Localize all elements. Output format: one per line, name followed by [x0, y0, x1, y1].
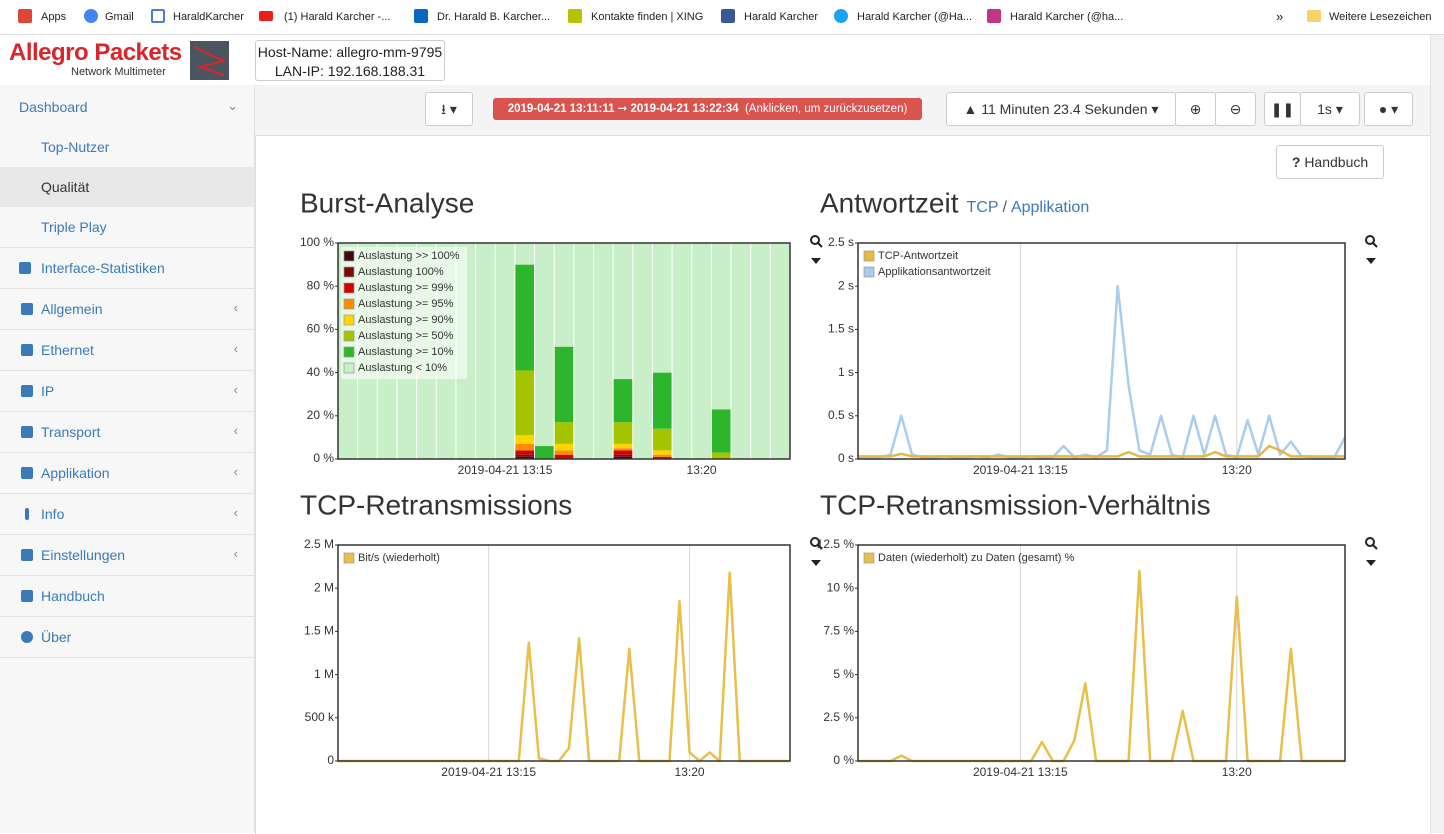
logo-mark	[193, 46, 227, 76]
product: Network Multimeter	[71, 66, 166, 78]
nav-label: Interface-Statistiken	[41, 260, 165, 276]
icon	[259, 11, 273, 21]
icon	[21, 344, 33, 356]
nav-item[interactable]: Allgemein ‹	[0, 289, 254, 330]
host-info: Host-Name: allegro-mm-9795 LAN-IP: 192.1…	[255, 40, 445, 81]
icon	[19, 262, 31, 274]
zoom-in-button[interactable]: ⊕	[1175, 92, 1216, 126]
more-bookmarks[interactable]: »	[1276, 9, 1284, 24]
nav-item[interactable]: Dashboard ⌄	[0, 87, 254, 127]
logo	[190, 41, 229, 80]
user-menu[interactable]: ● ▾	[1364, 92, 1413, 126]
download-button[interactable]: ⭳ ▾	[425, 92, 473, 126]
icon	[21, 549, 33, 561]
bookmark-folder[interactable]: Weitere Lesezeichen	[1329, 11, 1432, 23]
chevron: ⌄	[227, 98, 238, 113]
icon	[21, 426, 33, 438]
chevron: ‹	[233, 300, 238, 315]
icon	[21, 631, 33, 643]
icon	[414, 9, 428, 23]
pause-button[interactable]: ❚❚	[1264, 92, 1301, 126]
chevron: ‹	[233, 341, 238, 356]
nav-item[interactable]: Ethernet ‹	[0, 330, 254, 371]
interval-dropdown[interactable]: 1s ▾	[1300, 92, 1360, 126]
duration-dropdown[interactable]: ▲ 11 Minuten 23.4 Sekunden ▾	[946, 92, 1176, 126]
content: ? Handbuch	[255, 135, 1431, 834]
nav-label: Qualität	[41, 179, 90, 195]
icon	[1307, 10, 1321, 22]
toolbar: ⭳ ▾ 2019-04-21 13:11:11 ➞ 2019-04-21 13:…	[255, 85, 1430, 135]
bookmark[interactable]: Harald Karcher	[744, 11, 818, 23]
nav-label: IP	[41, 383, 55, 399]
icon	[21, 467, 33, 479]
bookmark[interactable]: Harald Karcher (@ha...	[1010, 11, 1124, 23]
bookmark[interactable]: Gmail	[105, 11, 134, 23]
icon	[21, 590, 33, 602]
bookmark[interactable]: Harald Karcher (@Ha...	[857, 11, 973, 23]
chevron: ‹	[233, 464, 238, 479]
nav-label: Info	[41, 506, 65, 522]
nav-label: Einstellungen	[41, 547, 126, 563]
nav-subitem[interactable]: Top-Nutzer	[0, 127, 254, 167]
nav-label: Applikation	[41, 465, 110, 481]
nav-item[interactable]: Interface-Statistiken	[0, 248, 254, 289]
icon	[721, 9, 735, 23]
icon	[84, 9, 98, 23]
reset-hint: (Anklicken, um zurückzusetzen)	[744, 103, 908, 115]
nav-subitem[interactable]: Triple Play	[0, 207, 254, 248]
nav-item[interactable]: Handbuch	[0, 576, 254, 617]
nav-item[interactable]: Applikation ‹	[0, 453, 254, 494]
scrollbar	[1430, 35, 1444, 833]
icon	[25, 508, 29, 520]
nav-label: Handbuch	[41, 588, 105, 604]
chevron: ‹	[233, 546, 238, 561]
help-label: Handbuch	[1304, 154, 1369, 170]
host-name: Host-Name: allegro-mm-9795	[257, 44, 443, 60]
nav-item[interactable]: Über	[0, 617, 254, 658]
icon	[21, 303, 33, 315]
time-range-value: 2019-04-21 13:11:11 ➞ 2019-04-21 13:22:3…	[507, 103, 739, 115]
icon	[21, 385, 33, 397]
nav-item[interactable]: Einstellungen ‹	[0, 535, 254, 576]
nav-item[interactable]: Info ‹	[0, 494, 254, 535]
icon	[151, 9, 165, 23]
time-range[interactable]: 2019-04-21 13:11:11 ➞ 2019-04-21 13:22:3…	[493, 98, 922, 120]
nav-item[interactable]: Transport ‹	[0, 412, 254, 453]
icon	[568, 9, 582, 23]
nav-label: Dashboard	[19, 99, 88, 115]
chevron: ‹	[233, 423, 238, 438]
sidebar: Dashboard ⌄ Top-Nutzer Qualität Triple Pl…	[0, 85, 255, 833]
help-button[interactable]: ? Handbuch	[1276, 145, 1384, 179]
brand[interactable]: Allegro Packets	[9, 39, 182, 66]
chevron: ‹	[233, 382, 238, 397]
icon	[987, 9, 1001, 23]
duration: 11 Minuten 23.4 Sekunden	[981, 101, 1148, 117]
nav-item[interactable]: IP ‹	[0, 371, 254, 412]
bookmark[interactable]: HaraldKarcher	[173, 11, 244, 23]
nav-subitem-active[interactable]: Qualität	[0, 167, 254, 207]
nav-label: Transport	[41, 424, 101, 440]
bookmark[interactable]: (1) Harald Karcher -...	[284, 11, 391, 23]
chevron: ‹	[233, 505, 238, 520]
nav-label: Top-Nutzer	[41, 139, 110, 155]
bookmark[interactable]: Apps	[41, 11, 67, 23]
nav-label: Allgemein	[41, 301, 103, 317]
nav-label: Über	[41, 629, 72, 645]
interval: 1s	[1317, 101, 1332, 117]
bookmarks-bar: Apps Gmail HaraldKarcher (1) Harald Karc…	[0, 0, 1444, 35]
lan-ip: LAN-IP: 192.168.188.31	[274, 63, 426, 79]
bookmark[interactable]: Kontakte finden | XING	[591, 11, 704, 23]
header: Allegro Packets Network Multimeter Host-…	[0, 35, 1430, 85]
zoom-out-button[interactable]: ⊖	[1215, 92, 1256, 126]
bookmark[interactable]: Dr. Harald B. Karcher...	[437, 11, 551, 23]
nav-label: Ethernet	[41, 342, 94, 358]
nav-label: Triple Play	[41, 219, 107, 235]
icon	[18, 9, 32, 23]
icon	[834, 9, 848, 23]
